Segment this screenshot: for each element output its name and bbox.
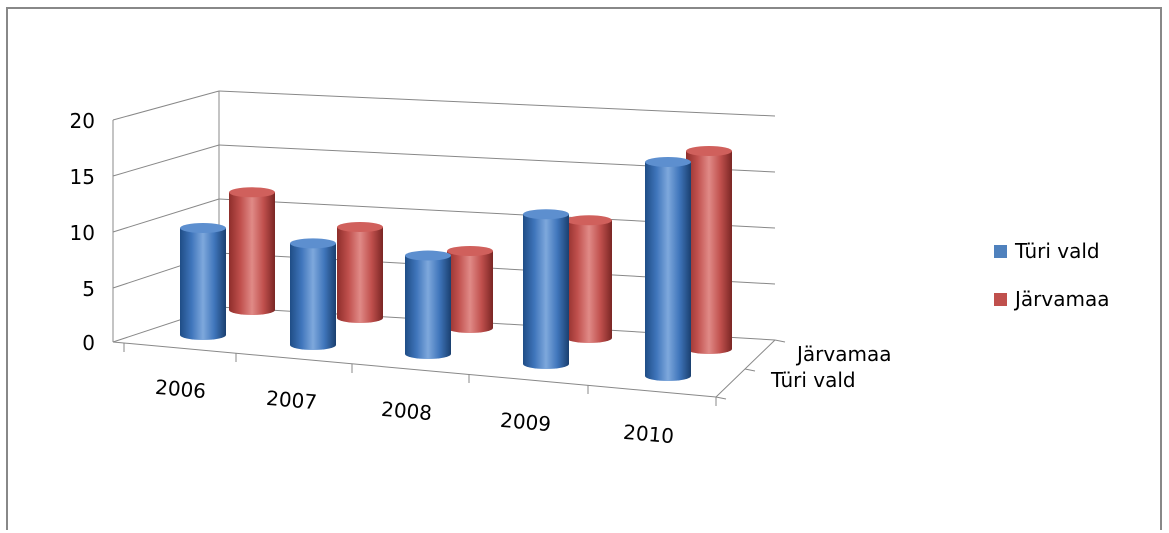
y-tick-label: 20 [70, 109, 95, 133]
x-tick-labels: 2006 2007 2008 2009 2010 [154, 375, 675, 448]
bar-body [523, 214, 569, 369]
y-tick-labels: 20 15 10 5 0 [70, 109, 95, 355]
bar-2007-jarvamaa [337, 222, 383, 323]
y-tick-label: 10 [70, 221, 95, 245]
bar-top [337, 222, 383, 233]
bar-2008-jarvamaa [447, 245, 493, 333]
bar-top [645, 157, 691, 167]
legend-item-turi: Türi vald [994, 238, 1109, 264]
depth-axis-labels: Järvamaa Türi vald [770, 342, 891, 392]
bar-2007-turi-vald [290, 238, 336, 350]
bar-body [337, 227, 383, 323]
depth-label: Järvamaa [795, 342, 891, 366]
bar-2010-jarvamaa [686, 146, 732, 354]
bar-top [686, 146, 732, 157]
legend-item-jarvamaa: Järvamaa [994, 286, 1109, 312]
x-tick-label: 2008 [380, 397, 433, 425]
bar-top [405, 250, 451, 261]
bar-body [645, 162, 691, 381]
bar-body [229, 192, 275, 315]
legend-label: Türi vald [1015, 239, 1100, 263]
legend-swatch-blue [994, 244, 1007, 258]
y-tick-label: 0 [82, 331, 95, 355]
bar-2010-turi-vald [645, 157, 691, 381]
bar-top [290, 238, 336, 249]
bar-2006-jarvamaa [229, 187, 275, 315]
bar-2006-turi-vald [180, 223, 226, 340]
legend-swatch-red [994, 292, 1007, 306]
legend: Türi vald Järvamaa [994, 238, 1109, 334]
bar-body [566, 220, 612, 343]
bar-top [447, 245, 493, 256]
bar-top [180, 223, 226, 233]
depth-label: Türi vald [770, 368, 856, 392]
x-tick-label: 2007 [265, 386, 318, 414]
bar-2009-jarvamaa [566, 215, 612, 343]
bar-body [290, 243, 336, 350]
bar-body [180, 228, 226, 340]
legend-label: Järvamaa [1015, 287, 1110, 311]
x-tick-label: 2006 [154, 375, 207, 403]
bar-top [566, 215, 612, 226]
y-tick-label: 5 [82, 277, 95, 301]
bar-body [447, 250, 493, 333]
x-tick-label: 2010 [622, 420, 675, 448]
y-tick-label: 15 [70, 165, 95, 189]
bar-body [405, 255, 451, 359]
bars [180, 146, 732, 381]
chart-border [6, 7, 1162, 530]
x-tick-label: 2009 [499, 408, 552, 436]
bar-body [686, 151, 732, 354]
bar-top [523, 209, 569, 220]
bar-2008-turi-vald [405, 250, 451, 359]
bar-2009-turi-vald [523, 209, 569, 369]
bar-top [229, 187, 275, 198]
